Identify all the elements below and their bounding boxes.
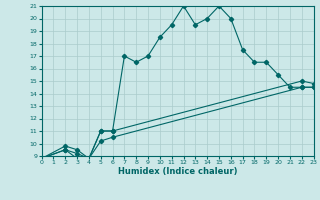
X-axis label: Humidex (Indice chaleur): Humidex (Indice chaleur) xyxy=(118,167,237,176)
